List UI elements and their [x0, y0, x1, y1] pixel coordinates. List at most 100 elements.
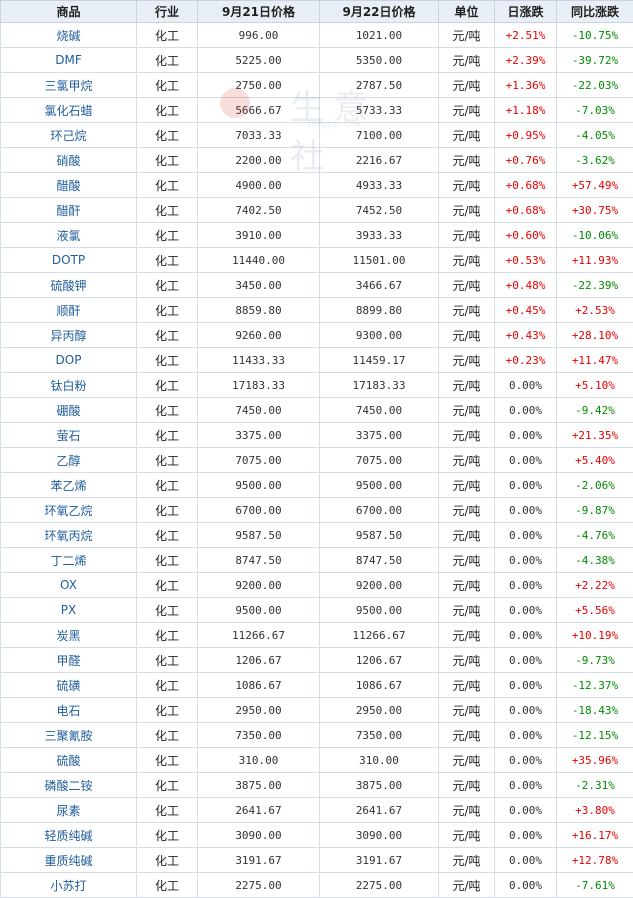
commodity-link[interactable]: 三聚氰胺: [1, 723, 137, 748]
industry-cell: 化工: [137, 773, 198, 798]
commodity-link[interactable]: 炭黑: [1, 623, 137, 648]
unit-cell: 元/吨: [439, 623, 495, 648]
price-sep21-cell: 9500.00: [198, 598, 320, 623]
price-sep21-cell: 9200.00: [198, 573, 320, 598]
commodity-link[interactable]: 重质纯碱: [1, 848, 137, 873]
unit-cell: 元/吨: [439, 423, 495, 448]
commodity-link[interactable]: 异丙醇: [1, 323, 137, 348]
commodity-link[interactable]: 液氯: [1, 223, 137, 248]
yoy-change-cell: -9.87%: [557, 498, 633, 523]
yoy-change-cell: +10.19%: [557, 623, 633, 648]
commodity-link[interactable]: PX: [1, 598, 137, 623]
industry-cell: 化工: [137, 823, 198, 848]
price-sep22-cell: 9500.00: [320, 598, 439, 623]
industry-cell: 化工: [137, 173, 198, 198]
commodity-link[interactable]: 磷酸二铵: [1, 773, 137, 798]
daily-change-cell: 0.00%: [495, 523, 557, 548]
price-sep22-cell: 1021.00: [320, 23, 439, 48]
yoy-change-cell: -9.73%: [557, 648, 633, 673]
yoy-change-cell: +2.22%: [557, 573, 633, 598]
commodity-link[interactable]: 环己烷: [1, 123, 137, 148]
commodity-link[interactable]: 轻质纯碱: [1, 823, 137, 848]
price-sep22-cell: 8899.80: [320, 298, 439, 323]
commodity-link[interactable]: 硫磺: [1, 673, 137, 698]
price-sep22-cell: 9500.00: [320, 473, 439, 498]
commodity-link[interactable]: 三氯甲烷: [1, 73, 137, 98]
yoy-change-cell: +21.35%: [557, 423, 633, 448]
unit-cell: 元/吨: [439, 373, 495, 398]
commodity-link[interactable]: 电石: [1, 698, 137, 723]
industry-cell: 化工: [137, 748, 198, 773]
commodity-link[interactable]: 钛白粉: [1, 373, 137, 398]
price-sep22-cell: 7452.50: [320, 198, 439, 223]
unit-cell: 元/吨: [439, 148, 495, 173]
commodity-link[interactable]: 氯化石蜡: [1, 98, 137, 123]
price-sep21-cell: 2641.67: [198, 798, 320, 823]
price-sep22-cell: 4933.33: [320, 173, 439, 198]
unit-cell: 元/吨: [439, 98, 495, 123]
yoy-change-cell: -7.03%: [557, 98, 633, 123]
commodity-link[interactable]: 烧碱: [1, 23, 137, 48]
daily-change-cell: 0.00%: [495, 473, 557, 498]
commodity-link[interactable]: 甲醛: [1, 648, 137, 673]
price-sep21-cell: 2750.00: [198, 73, 320, 98]
price-sep21-cell: 7402.50: [198, 198, 320, 223]
commodity-link[interactable]: DMF: [1, 48, 137, 73]
industry-cell: 化工: [137, 448, 198, 473]
daily-change-cell: 0.00%: [495, 723, 557, 748]
price-sep22-cell: 3090.00: [320, 823, 439, 848]
yoy-change-cell: -10.06%: [557, 223, 633, 248]
commodity-link[interactable]: 萤石: [1, 423, 137, 448]
industry-cell: 化工: [137, 798, 198, 823]
daily-change-cell: +1.18%: [495, 98, 557, 123]
price-sep21-cell: 8747.50: [198, 548, 320, 573]
unit-cell: 元/吨: [439, 723, 495, 748]
commodity-link[interactable]: 尿素: [1, 798, 137, 823]
yoy-change-cell: +5.56%: [557, 598, 633, 623]
yoy-change-cell: -2.06%: [557, 473, 633, 498]
daily-change-cell: 0.00%: [495, 648, 557, 673]
commodity-link[interactable]: 苯乙烯: [1, 473, 137, 498]
daily-change-cell: 0.00%: [495, 448, 557, 473]
commodity-link[interactable]: OX: [1, 573, 137, 598]
yoy-change-cell: -39.72%: [557, 48, 633, 73]
price-sep21-cell: 2950.00: [198, 698, 320, 723]
commodity-link[interactable]: DOTP: [1, 248, 137, 273]
yoy-change-cell: -22.03%: [557, 73, 633, 98]
commodity-link[interactable]: 醋酸: [1, 173, 137, 198]
unit-cell: 元/吨: [439, 498, 495, 523]
commodity-link[interactable]: 环氧丙烷: [1, 523, 137, 548]
commodity-link[interactable]: 乙醇: [1, 448, 137, 473]
commodity-link[interactable]: DOP: [1, 348, 137, 373]
commodity-link[interactable]: 硝酸: [1, 148, 137, 173]
price-sep21-cell: 7075.00: [198, 448, 320, 473]
commodity-link[interactable]: 丁二烯: [1, 548, 137, 573]
commodity-link[interactable]: 硫酸: [1, 748, 137, 773]
unit-cell: 元/吨: [439, 73, 495, 98]
price-sep21-cell: 9260.00: [198, 323, 320, 348]
price-sep22-cell: 11501.00: [320, 248, 439, 273]
unit-cell: 元/吨: [439, 223, 495, 248]
commodity-link[interactable]: 硼酸: [1, 398, 137, 423]
yoy-change-cell: -4.38%: [557, 548, 633, 573]
price-sep22-cell: 7075.00: [320, 448, 439, 473]
price-sep22-cell: 9200.00: [320, 573, 439, 598]
yoy-change-cell: +3.80%: [557, 798, 633, 823]
commodity-link[interactable]: 顺酐: [1, 298, 137, 323]
commodity-link[interactable]: 环氧乙烷: [1, 498, 137, 523]
header-yoy-change: 同比涨跌: [557, 1, 633, 23]
yoy-change-cell: -22.39%: [557, 273, 633, 298]
commodity-link[interactable]: 醋酐: [1, 198, 137, 223]
commodity-link[interactable]: 硫酸钾: [1, 273, 137, 298]
header-unit: 单位: [439, 1, 495, 23]
unit-cell: 元/吨: [439, 273, 495, 298]
